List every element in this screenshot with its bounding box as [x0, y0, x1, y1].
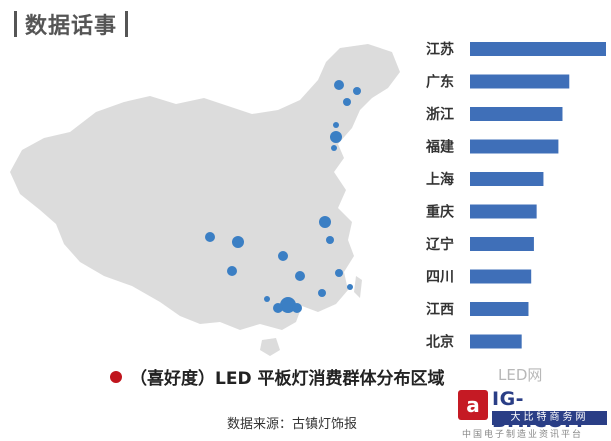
city-dot: [280, 297, 296, 313]
bar: [470, 204, 537, 219]
city-dot: [292, 303, 302, 313]
header: 数据话事: [14, 8, 129, 40]
header-bar-left: [14, 11, 17, 37]
legend-dot: [110, 370, 122, 383]
bar-label: 北京: [426, 334, 454, 351]
bar: [470, 107, 563, 121]
city-dot: [353, 87, 361, 95]
city-dot: [318, 289, 326, 297]
bar: [470, 302, 529, 316]
city-dot: [343, 98, 351, 106]
city-dot: [319, 216, 331, 228]
header-bar-right: [125, 11, 129, 37]
bar: [470, 74, 570, 89]
city-dots: [205, 80, 361, 313]
logo-subline: 中国电子制造业资讯平台: [462, 430, 584, 440]
city-dot: [347, 284, 353, 290]
city-dot: [278, 251, 288, 261]
hainan-shape: [260, 338, 280, 356]
city-dot: [334, 80, 344, 90]
city-dot: [326, 236, 334, 244]
bar-label: 四川: [426, 270, 454, 286]
watermark-text: LED网: [498, 366, 543, 384]
bar: [470, 269, 532, 284]
site-logo: a IG-BIT.COM 大比特商务网 中国电子制造业资讯平台: [458, 386, 611, 441]
city-dot: [295, 271, 305, 281]
source-note: 数据来源：古镇灯饰报: [227, 417, 358, 432]
city-dot: [331, 145, 337, 151]
header-title: 数据话事: [25, 14, 118, 39]
city-dot: [273, 303, 283, 313]
chart-subtitle: （喜好度）LED 平板灯消费群体分布区域: [110, 364, 444, 389]
bar-label: 广东: [426, 74, 454, 91]
bar-label: 辽宁: [426, 236, 454, 253]
logo-mark: a: [458, 390, 488, 420]
subtitle-text: （喜好度）LED 平板灯消费群体分布区域: [130, 369, 445, 389]
city-dot: [205, 232, 215, 242]
bar-label: 福建: [425, 139, 454, 156]
bar-label: 上海: [426, 171, 454, 188]
bar-label: 浙江: [426, 106, 454, 123]
china-map: [10, 44, 400, 356]
taiwan-shape: [354, 276, 362, 298]
bar-label: 江苏: [426, 41, 454, 58]
logo-tagline: 大比特商务网: [492, 411, 607, 425]
bar: [470, 139, 559, 154]
bar: [470, 334, 522, 349]
city-dot: [335, 269, 343, 277]
bar-label: 重庆: [426, 204, 454, 221]
city-dot: [264, 296, 270, 302]
city-dot: [333, 122, 339, 128]
bar: [470, 237, 534, 251]
bar-label: 江西: [426, 301, 454, 318]
china-map-shape: [10, 44, 400, 330]
bar: [470, 42, 606, 56]
logo-brand: IG-BIT.COM: [492, 388, 583, 432]
city-dot: [330, 131, 342, 143]
bar: [470, 172, 544, 186]
city-dot: [227, 266, 237, 276]
city-dot: [232, 236, 244, 248]
